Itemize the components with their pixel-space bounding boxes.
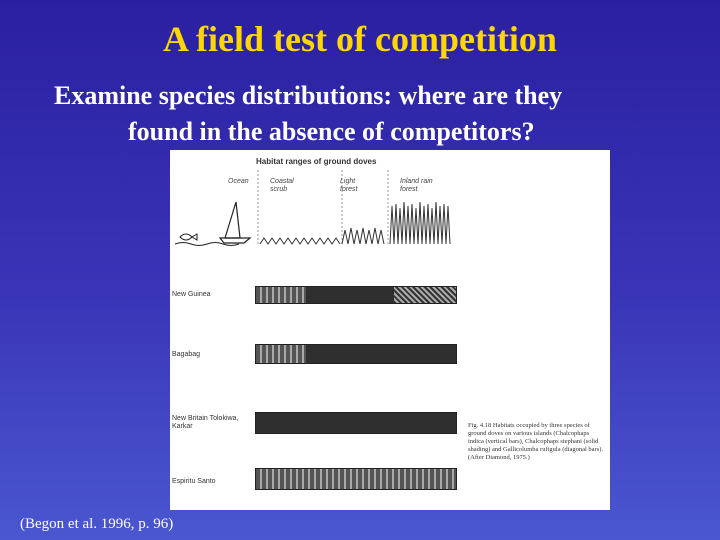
island-label-bagabag: Bagabag xyxy=(172,351,201,358)
figure-caption: Fig. 4.18 Habitats occupied by three spe… xyxy=(468,422,604,461)
island-label-new-britain: New Britain Tolokiwa, Karkar xyxy=(172,415,239,430)
citation: (Begon et al. 1996, p. 96) xyxy=(20,516,174,532)
habitat-label-light-forest: Light forest xyxy=(340,178,358,193)
range-bar-new-guinea xyxy=(255,286,457,304)
segment-diagonal xyxy=(394,287,456,303)
island-label-espiritu-santo: Espiritu Santo xyxy=(172,478,216,485)
slide-title: A field test of competition xyxy=(163,19,557,59)
subtitle-line-2: found in the absence of competitors? xyxy=(128,117,535,146)
sailboat-icon xyxy=(224,201,241,239)
segment-solid xyxy=(306,287,394,303)
habitat-label-ocean: Ocean xyxy=(228,178,249,185)
slide-subtitle: Examine species distributions: where are… xyxy=(54,78,694,150)
range-bar-bagabag xyxy=(255,344,457,364)
habitat-figure: Habitat ranges of ground doves Ocean Coa… xyxy=(170,150,610,510)
fish-icon xyxy=(179,233,198,241)
segment-solid xyxy=(306,345,456,363)
habitat-label-inland-rain-forest: Inland rain forest xyxy=(400,178,433,193)
subtitle-line-1: Examine species distributions: where are… xyxy=(54,81,563,110)
range-bar-new-britain xyxy=(255,412,457,434)
segment-vertical xyxy=(256,345,306,363)
habitat-illustration xyxy=(174,170,451,246)
island-label-new-guinea: New Guinea xyxy=(172,291,211,298)
segment-solid xyxy=(256,413,456,433)
figure-heading: Habitat ranges of ground doves xyxy=(256,157,377,166)
segment-vertical xyxy=(256,287,306,303)
segment-vertical xyxy=(256,469,456,489)
habitat-label-coastal-scrub: Coastal scrub xyxy=(270,178,294,193)
range-bar-espiritu-santo xyxy=(255,468,457,490)
